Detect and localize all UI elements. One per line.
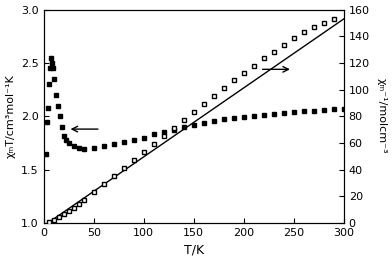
Y-axis label: χₘ⁻¹/molcm⁻³: χₘ⁻¹/molcm⁻³ bbox=[376, 79, 387, 154]
X-axis label: T/K: T/K bbox=[184, 243, 204, 256]
Y-axis label: χₘT/cm³mol⁻¹K: χₘT/cm³mol⁻¹K bbox=[5, 74, 16, 158]
